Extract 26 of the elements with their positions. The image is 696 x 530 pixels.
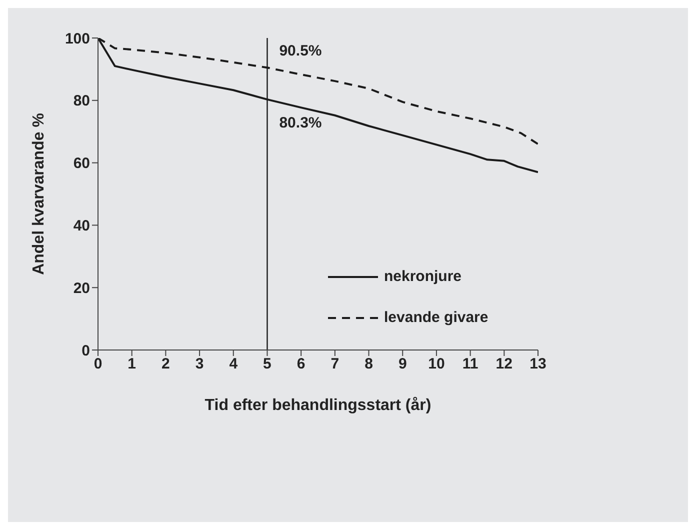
x-tick-label: 11 bbox=[462, 356, 478, 373]
x-tick-label: 10 bbox=[428, 356, 445, 373]
y-tick-label: 40 bbox=[73, 218, 90, 235]
y-axis-title: Andel kvarvarande % bbox=[30, 113, 48, 275]
legend-label: levande givare bbox=[384, 309, 488, 326]
x-axis-title: Tid efter behandlingsstart (år) bbox=[204, 396, 432, 414]
x-tick-label: 2 bbox=[162, 356, 170, 373]
y-tick-label: 80 bbox=[73, 92, 90, 110]
annotation: 90.5% bbox=[279, 42, 322, 60]
y-tick-label: 60 bbox=[73, 155, 90, 172]
x-tick-label: 7 bbox=[330, 356, 340, 373]
x-tick-label: 0 bbox=[94, 356, 102, 373]
x-tick-label: 5 bbox=[263, 356, 272, 373]
y-tick-label: 100 bbox=[64, 30, 90, 48]
x-tick-label: 3 bbox=[195, 356, 204, 373]
x-tick-label: 4 bbox=[229, 356, 238, 373]
y-tick-label: 0 bbox=[82, 342, 90, 360]
y-tick-label: 20 bbox=[73, 280, 90, 297]
legend-label: nekronjure bbox=[384, 268, 462, 285]
x-tick-label: 1 bbox=[128, 356, 136, 373]
x-tick-label: 12 bbox=[496, 356, 512, 373]
annotation: 80.3% bbox=[279, 114, 322, 132]
x-tick-label: 8 bbox=[364, 356, 373, 373]
x-tick-label: 9 bbox=[398, 356, 407, 373]
x-tick-label: 6 bbox=[296, 356, 306, 373]
x-tick-label: 13 bbox=[530, 356, 546, 373]
